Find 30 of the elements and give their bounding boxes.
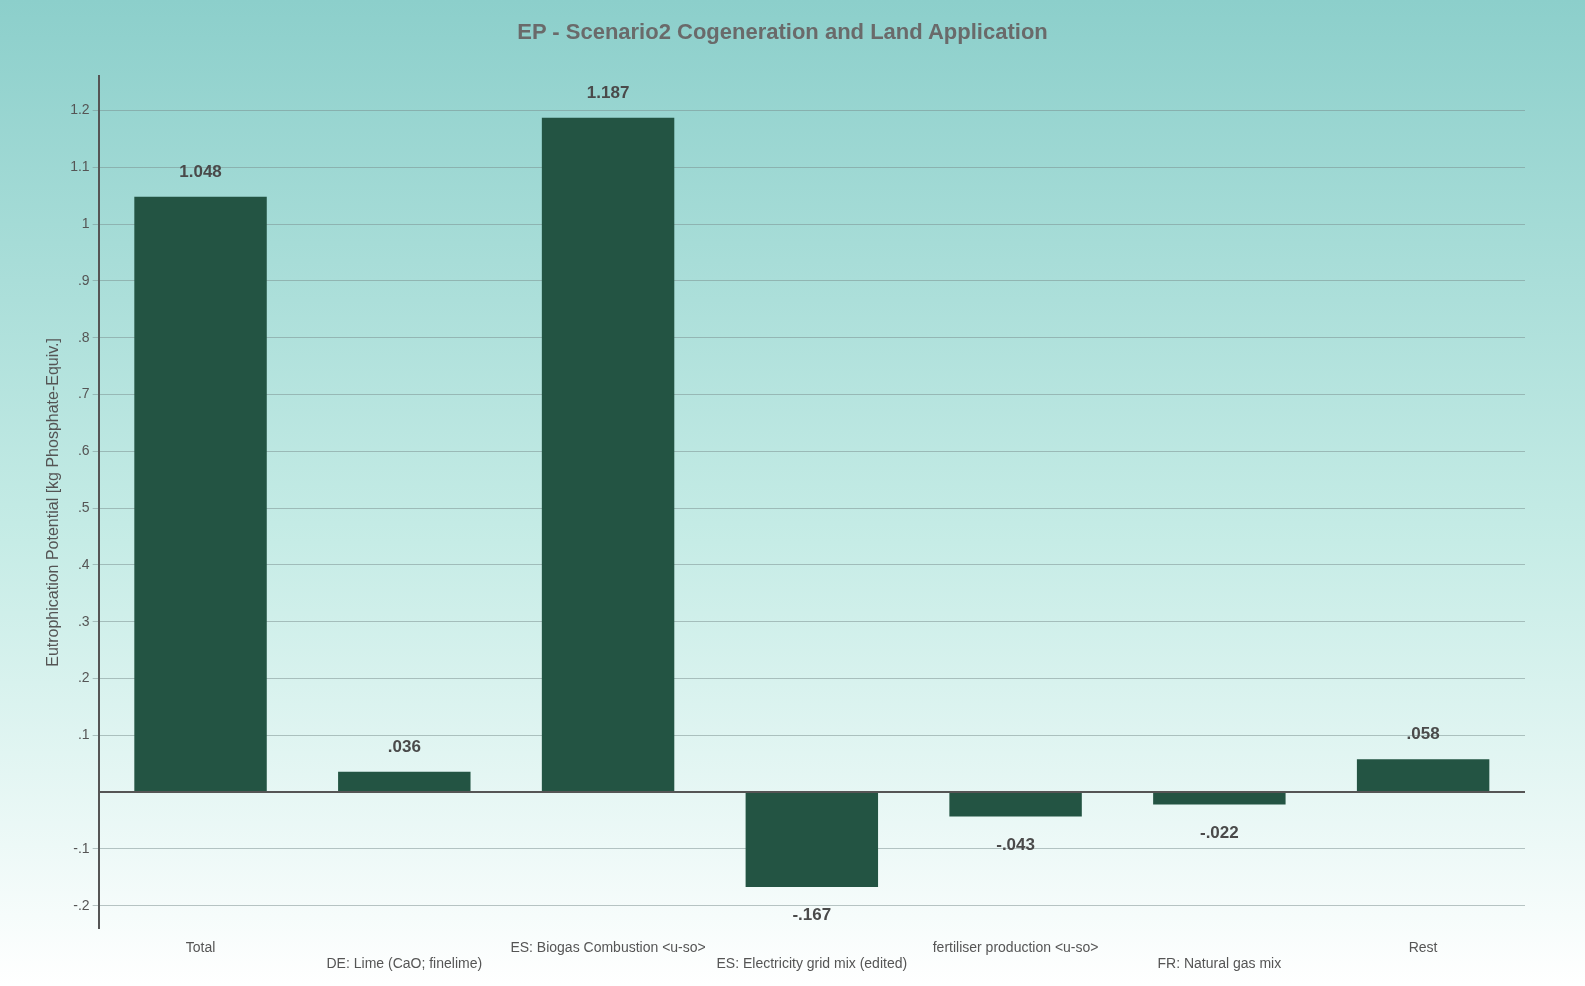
y-tick-label: .5 [77, 498, 90, 515]
x-tick-label: ES: Electricity grid mix (edited) [716, 955, 908, 972]
data-label: -.022 [1199, 822, 1239, 842]
chart-title: EP - Scenario2 Cogeneration and Land Application [517, 19, 1048, 45]
x-tick-label: Rest [1408, 938, 1438, 955]
data-label: .036 [387, 736, 421, 756]
y-tick-label: 1 [81, 214, 90, 231]
y-tick-label: .4 [77, 555, 90, 572]
y-tick-label: .8 [77, 328, 90, 345]
y-tick-label: .7 [77, 385, 90, 402]
x-tick-label: DE: Lime (CaO; finelime) [326, 955, 483, 972]
data-label: -.043 [996, 834, 1035, 854]
data-label: 1.187 [586, 83, 630, 103]
data-label: .058 [1406, 724, 1440, 744]
y-tick-label: .1 [77, 726, 90, 743]
y-tick-label: -.2 [73, 896, 90, 913]
y-tick-label: .2 [77, 669, 90, 686]
x-tick-label: Total [185, 938, 216, 955]
y-axis-title: Eutrophication Potential [kg Phosphate-Equiv.] [44, 338, 62, 667]
y-tick-label: .9 [77, 271, 90, 288]
x-tick-label: ES: Biogas Combustion <u-so> [510, 938, 706, 955]
x-tick-label: fertiliser production <u-so> [932, 938, 1099, 955]
y-tick-label: 1.2 [70, 101, 90, 118]
y-tick-label: .3 [77, 612, 90, 629]
x-tick-label: FR: Natural gas mix [1157, 955, 1282, 972]
y-tick-label: .6 [77, 442, 90, 459]
y-tick-label: 1.1 [70, 158, 90, 175]
data-label: -.167 [792, 905, 832, 925]
y-tick-label: -.1 [73, 839, 90, 856]
data-label: 1.048 [179, 162, 222, 181]
